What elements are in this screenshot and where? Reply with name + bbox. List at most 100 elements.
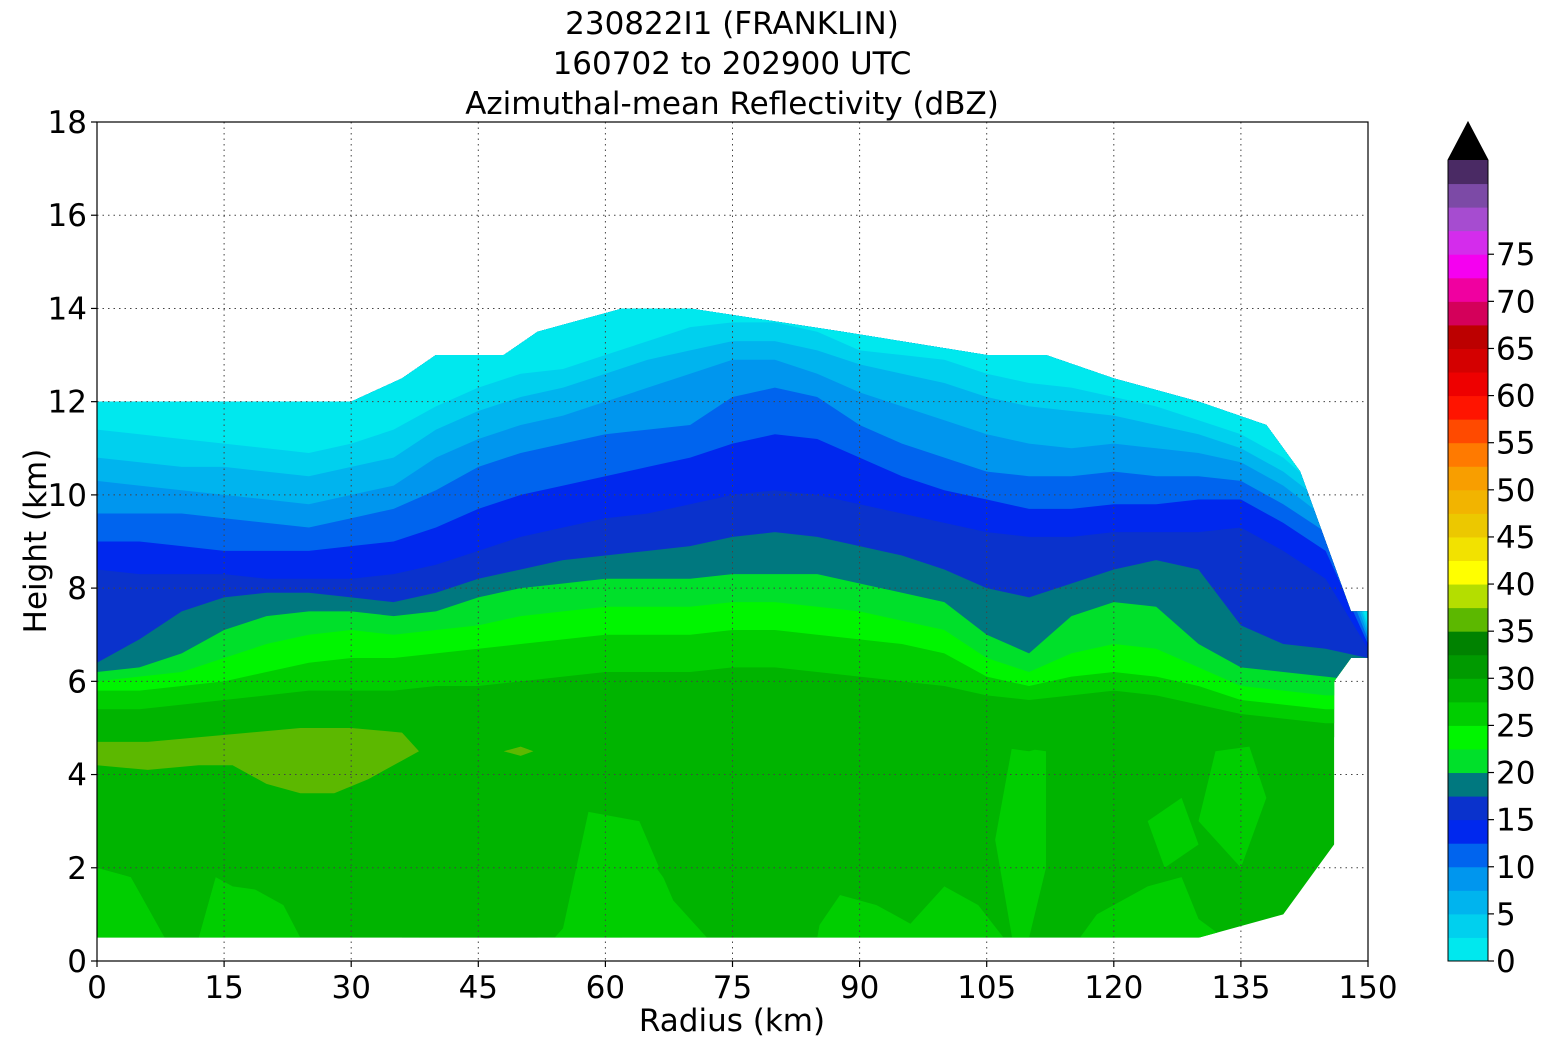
low-band-4	[605, 919, 623, 938]
colorbar-segment	[1448, 890, 1488, 915]
colorbar-tick-label: 10	[1496, 850, 1535, 886]
colorbar-segment	[1448, 442, 1488, 467]
colorbar: 0 5 10 15 20 25 30 35 40 45 50 55 60 65 70 75	[1447, 120, 1535, 980]
colorbar-segment	[1448, 631, 1488, 656]
colorbar-segment	[1448, 678, 1488, 703]
colorbar-segment	[1448, 560, 1488, 585]
colorbar-segment	[1448, 796, 1488, 821]
colorbar-segment	[1448, 395, 1488, 420]
colorbar-segment	[1448, 843, 1488, 868]
bright-band	[97, 727, 419, 794]
colorbar-segment	[1448, 230, 1488, 255]
colorbar-segment	[1448, 937, 1488, 962]
y-tick-label: 6	[67, 664, 87, 700]
x-tick-label: 135	[1211, 970, 1270, 1006]
grid-lines	[97, 122, 1368, 961]
colorbar-tick-label: 5	[1496, 897, 1516, 933]
colorbar-segment	[1448, 913, 1488, 938]
y-tick-label: 2	[67, 851, 87, 887]
y-tick-label: 0	[67, 944, 87, 980]
colorbar-segment	[1448, 254, 1488, 279]
colorbar-segment	[1448, 372, 1488, 397]
low-band-7	[1079, 877, 1224, 938]
colorbar-tick-label: 45	[1496, 520, 1535, 556]
x-tick-label: 60	[586, 970, 625, 1006]
colorbar-frame	[1447, 120, 1489, 962]
y-axis-label: Height (km)	[18, 449, 54, 634]
colorbar-segment	[1448, 772, 1488, 797]
colorbar-segment	[1448, 819, 1488, 844]
low-band-3	[554, 811, 708, 938]
x-tick-label: 150	[1338, 970, 1397, 1006]
colorbar-segment	[1448, 701, 1488, 726]
low-band-0	[97, 867, 165, 938]
colorbar-tick-label: 75	[1496, 237, 1535, 273]
colorbar-segment	[1448, 419, 1488, 444]
colorbar-tick-label: 20	[1496, 756, 1535, 792]
y-tick-label: 14	[48, 291, 87, 327]
colorbar-tick-label: 50	[1496, 473, 1535, 509]
x-axis-label: Radius (km)	[639, 1003, 825, 1039]
chart-title-line-1: 230822I1 (FRANKLIN)	[565, 6, 899, 42]
x-tick-label: 45	[459, 970, 498, 1006]
colorbar-segment	[1448, 607, 1488, 632]
colorbar-tick-label: 30	[1496, 661, 1535, 697]
x-tick-label: 30	[331, 970, 370, 1006]
colorbar-segment	[1448, 301, 1488, 326]
colorbar-segment	[1448, 725, 1488, 750]
dark-band-3	[707, 746, 826, 794]
y-tick-label: 18	[48, 105, 87, 141]
below-data	[97, 937, 1368, 961]
colorbar-segment	[1448, 513, 1488, 538]
dark-band-2	[656, 788, 843, 938]
y-tick-label: 8	[67, 571, 87, 607]
y-tick-label: 10	[48, 478, 87, 514]
y-axis: 0 2 4 6 8 10 12 14 16 18	[48, 105, 97, 980]
x-axis: 0 15 30 45 60 75 90 105 120 135 150	[87, 961, 1398, 1006]
colorbar-tick-label: 25	[1496, 708, 1535, 744]
colorbar-tick-label: 65	[1496, 331, 1535, 367]
y-tick-label: 12	[48, 385, 87, 421]
colorbar-segment	[1448, 654, 1488, 679]
plot-area	[96, 121, 1369, 962]
colorbar-tick-label: 40	[1496, 567, 1535, 603]
x-tick-label: 120	[1084, 970, 1143, 1006]
colorbar-segment	[1448, 466, 1488, 491]
x-tick-label: 0	[87, 970, 107, 1006]
colorbar-segment	[1448, 183, 1488, 208]
chart-title-line-3: Azimuthal-mean Reflectivity (dBZ)	[465, 86, 999, 122]
dark-band-4	[995, 741, 1047, 752]
colorbar-segment	[1448, 866, 1488, 891]
dark-band-0	[97, 760, 403, 938]
low-band-6	[995, 746, 1047, 938]
colorbar-segment	[1448, 536, 1488, 561]
colorbar-segment	[1448, 489, 1488, 514]
dark-band-1	[385, 807, 538, 938]
colorbar-segment	[1448, 207, 1488, 232]
low-band-9	[1147, 797, 1199, 868]
low-band-8	[1198, 746, 1267, 868]
colorbar-tick-label: 60	[1496, 379, 1535, 415]
x-tick-label: 15	[204, 970, 243, 1006]
bright-band-small	[503, 746, 534, 756]
colorbar-segment	[1448, 348, 1488, 373]
colorbar-segment	[1448, 277, 1488, 302]
y-tick-label: 16	[48, 198, 87, 234]
colorbar-tick-label: 55	[1496, 426, 1535, 462]
colorbar-extend-arrow	[1448, 122, 1488, 160]
low-band-5	[817, 886, 1004, 938]
x-tick-label: 90	[840, 970, 879, 1006]
colorbar-segment	[1448, 748, 1488, 774]
colorbar-segment	[1448, 324, 1488, 349]
colorbar-segment	[1448, 160, 1488, 185]
y-tick-label: 4	[67, 758, 87, 794]
colorbar-tick-label: 15	[1496, 803, 1535, 839]
colorbar-tick-label: 70	[1496, 284, 1535, 320]
colorbar-segment	[1448, 584, 1488, 609]
x-tick-label: 75	[713, 970, 752, 1006]
colorbar-tick-label: 0	[1496, 944, 1516, 980]
x-tick-label: 105	[957, 970, 1016, 1006]
chart-title-line-2: 160702 to 202900 UTC	[553, 46, 912, 82]
colorbar-tick-label: 35	[1496, 614, 1535, 650]
